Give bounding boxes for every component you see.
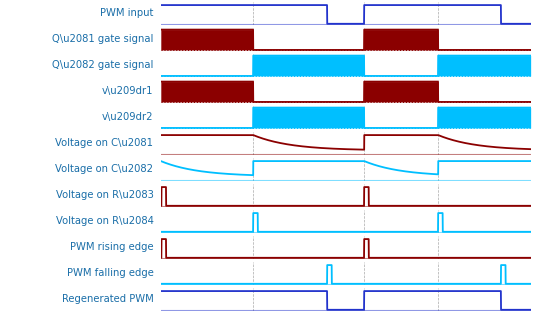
Text: v\u209dr1: v\u209dr1 [102, 86, 153, 96]
Text: Q\u2081 gate signal: Q\u2081 gate signal [52, 34, 153, 44]
Text: PWM input: PWM input [100, 8, 153, 18]
Text: Q\u2082 gate signal: Q\u2082 gate signal [52, 60, 153, 70]
Text: v\u209dr2: v\u209dr2 [102, 112, 153, 122]
Text: Voltage on C\u2082: Voltage on C\u2082 [55, 164, 153, 174]
Text: PWM falling edge: PWM falling edge [66, 268, 153, 278]
Text: Voltage on C\u2081: Voltage on C\u2081 [55, 138, 153, 148]
Text: Regenerated PWM: Regenerated PWM [62, 294, 153, 304]
Text: Voltage on R\u2083: Voltage on R\u2083 [56, 190, 153, 200]
Text: PWM rising edge: PWM rising edge [70, 242, 153, 252]
Text: Voltage on R\u2084: Voltage on R\u2084 [56, 216, 153, 226]
